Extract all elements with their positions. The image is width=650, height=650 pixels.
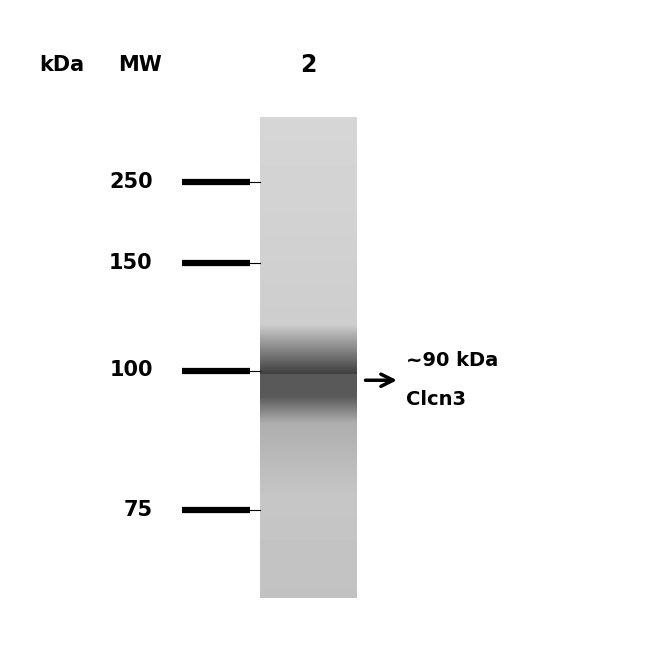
Text: ~90 kDa: ~90 kDa (406, 351, 499, 370)
Text: MW: MW (118, 55, 162, 75)
Text: Clcn3: Clcn3 (406, 390, 466, 410)
Text: 100: 100 (109, 361, 153, 380)
Text: 2: 2 (300, 53, 317, 77)
Text: 150: 150 (109, 254, 153, 273)
Text: kDa: kDa (39, 55, 84, 75)
Text: 75: 75 (124, 500, 153, 520)
Text: 250: 250 (109, 172, 153, 192)
